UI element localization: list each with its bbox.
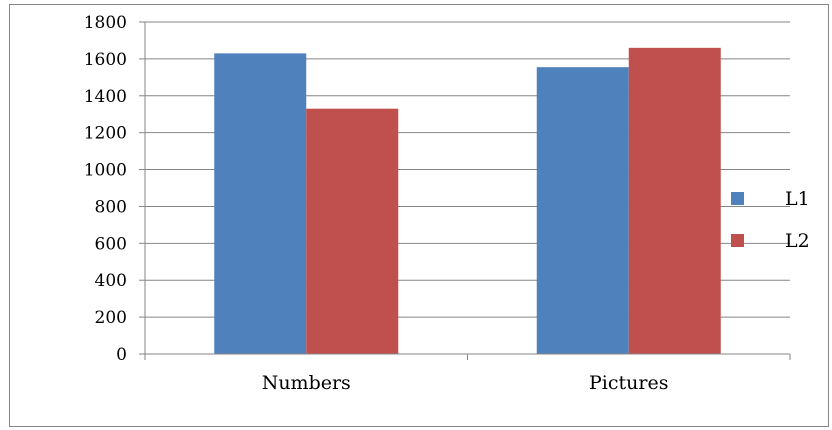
legend-swatch-l2 bbox=[731, 234, 744, 247]
y-tick-label: 400 bbox=[95, 271, 127, 291]
bar-l1-numbers bbox=[214, 53, 307, 354]
x-category-label: Numbers bbox=[262, 372, 351, 394]
y-tick-label: 1600 bbox=[84, 50, 127, 70]
y-tick-label: 600 bbox=[95, 234, 127, 254]
legend-label-l1: L1 bbox=[785, 188, 810, 210]
y-tick-label: 200 bbox=[95, 308, 127, 328]
bars bbox=[214, 47, 721, 354]
y-tick-label: 1800 bbox=[84, 13, 127, 33]
y-tick-label: 1000 bbox=[84, 161, 127, 181]
legend-swatch-l1 bbox=[731, 192, 744, 205]
axes: 0 200 400 600 800 1000 1200 1400 1600 1800 Numbers… bbox=[84, 13, 791, 394]
legend: L1 L2 bbox=[731, 188, 810, 252]
y-tick-label: 1400 bbox=[84, 87, 127, 107]
bar-l1-pictures bbox=[536, 67, 629, 354]
x-category-label: Pictures bbox=[589, 372, 668, 394]
bar-l2-pictures bbox=[628, 47, 721, 354]
y-tick-label: 0 bbox=[116, 345, 127, 365]
y-tick-label: 1200 bbox=[84, 124, 127, 144]
bar-l2-numbers bbox=[306, 108, 399, 354]
legend-label-l2: L2 bbox=[785, 230, 810, 252]
y-tick-label: 800 bbox=[95, 197, 127, 217]
